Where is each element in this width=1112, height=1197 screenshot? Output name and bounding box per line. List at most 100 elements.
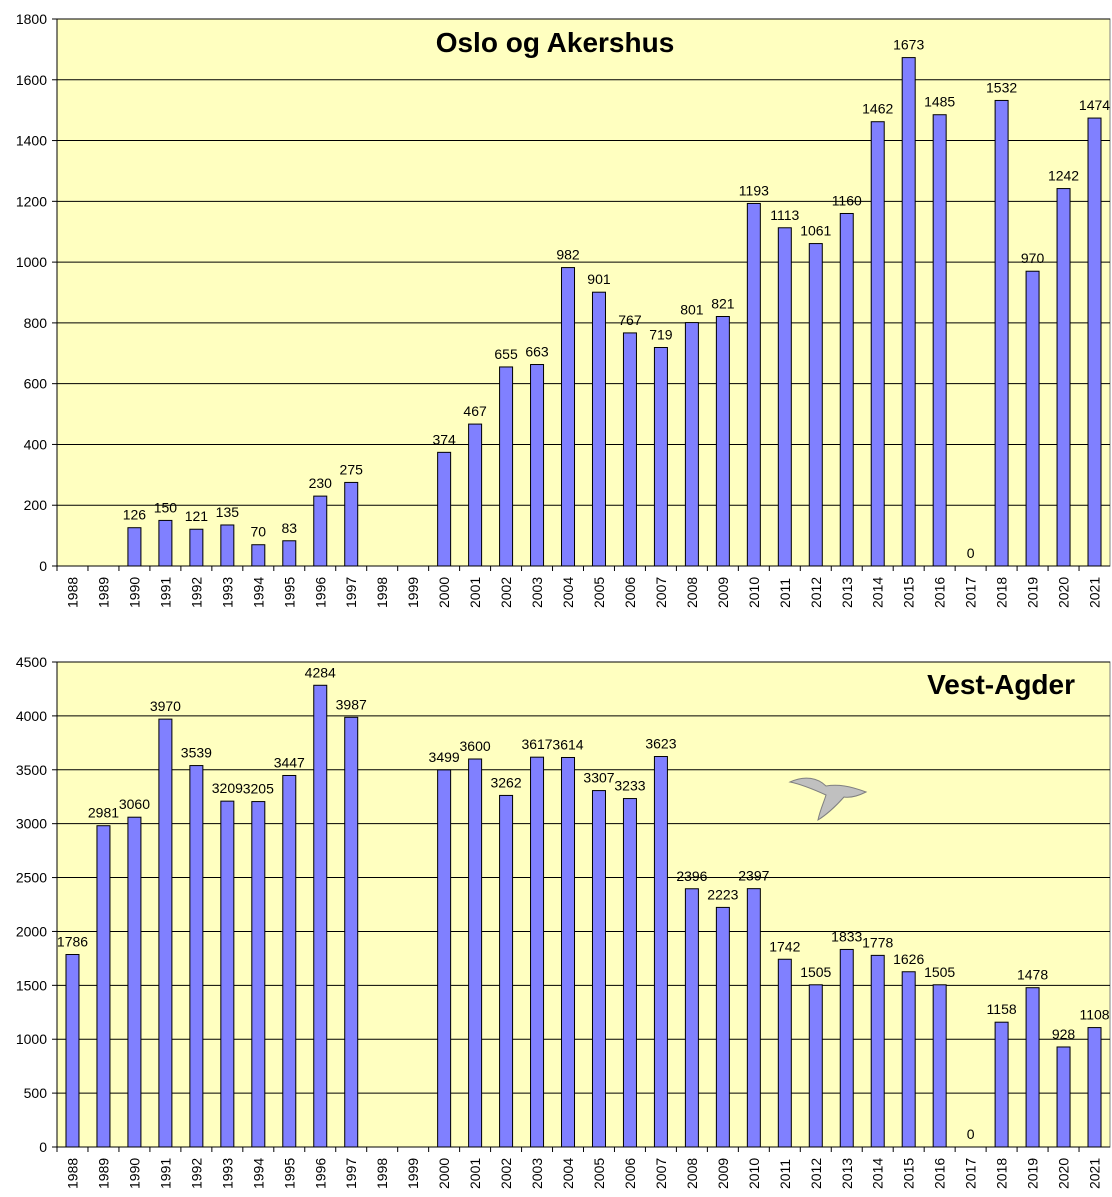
data-label: 1626 [893,951,924,967]
data-label: 1160 [832,192,862,208]
bar [622,332,637,567]
data-label: 3209 [212,780,243,796]
x-tick-label: 1999 [405,1158,421,1189]
x-tick-label: 2010 [746,577,762,608]
data-label: 2396 [676,868,707,884]
data-label: 1485 [924,94,955,110]
x-tick-label: 2000 [436,1158,452,1189]
y-tick-label: 1400 [16,133,47,149]
data-label: 2223 [707,886,738,902]
x-tick-label: 2020 [1056,1158,1072,1189]
x-tick-label: 2019 [1025,1158,1041,1189]
x-tick-label: 2003 [529,1158,545,1189]
bar [282,774,297,1148]
bar [561,756,576,1148]
y-tick-label: 2000 [16,923,47,939]
data-label: 275 [340,461,364,477]
data-label: 121 [185,508,209,524]
data-label: 821 [711,296,735,312]
data-label: 3060 [119,796,150,812]
x-tick-label: 2011 [777,578,793,608]
x-tick-label: 1992 [188,577,204,608]
x-tick-label: 1998 [374,1158,390,1189]
data-label: 3499 [429,749,460,765]
bar [499,794,514,1148]
data-label: 1505 [924,964,955,980]
x-tick-label: 1994 [250,577,266,608]
bar [870,954,885,1148]
data-label: 1193 [739,182,769,198]
bar [561,267,576,567]
x-tick-label: 2015 [901,1158,917,1189]
bar [127,816,142,1148]
y-tick-label: 200 [24,497,48,513]
bar [591,291,606,567]
data-label: 1742 [769,938,800,954]
bar [932,984,947,1148]
data-label: 3307 [583,770,614,786]
x-tick-label: 2000 [436,577,452,608]
y-tick-label: 3500 [16,762,47,778]
x-tick-label: 2013 [839,1158,855,1189]
bar [1087,117,1102,567]
x-tick-label: 1997 [343,577,359,608]
data-label: 1108 [1079,1007,1109,1023]
data-label: 0 [967,545,975,561]
bar [499,366,514,567]
data-label: 1478 [1017,967,1048,983]
bar [1025,270,1040,567]
x-tick-label: 2014 [870,577,886,608]
y-tick-label: 2500 [16,870,47,886]
bar [994,1021,1009,1148]
x-tick-label: 1989 [95,1158,111,1189]
bar [901,57,916,567]
bar [839,212,854,567]
bar [901,971,916,1148]
x-tick-label: 1997 [343,1158,359,1189]
data-label: 3600 [460,738,491,754]
bar [777,958,792,1148]
bar [189,528,204,567]
bird-icon [788,777,868,822]
x-tick-label: 1988 [64,1158,80,1189]
bar [127,527,142,567]
x-tick-label: 2008 [684,1158,700,1189]
data-label: 3447 [274,754,305,770]
y-tick-label: 1200 [16,193,47,209]
data-label: 901 [587,271,611,287]
y-tick-label: 0 [39,1139,47,1155]
data-label: 1673 [893,37,924,53]
x-tick-label: 2001 [467,1158,483,1189]
bar [746,888,761,1148]
chart-title: Oslo og Akershus [436,27,675,58]
x-tick-label: 1990 [126,577,142,608]
data-label: 374 [432,431,456,447]
data-label: 83 [281,520,297,536]
data-label: 970 [1021,250,1045,266]
y-tick-label: 1600 [16,72,47,88]
data-label: 1474 [1079,97,1110,113]
y-tick-label: 0 [39,558,47,574]
data-label: 3233 [614,778,645,794]
bar [777,227,792,567]
x-tick-label: 2021 [1087,1158,1103,1189]
bar [684,888,699,1148]
data-label: 3987 [336,696,367,712]
x-tick-label: 2004 [560,1158,576,1189]
bar [530,364,545,567]
data-label: 3623 [645,736,676,752]
plot-area [56,661,1111,1148]
x-tick-label: 1996 [312,577,328,608]
bar [437,769,452,1148]
bar [994,99,1009,567]
bar [158,718,173,1148]
bar [344,481,359,567]
bar [313,495,328,567]
bar [96,825,111,1148]
x-tick-label: 1999 [405,577,421,608]
x-tick-label: 2018 [994,1158,1010,1189]
x-tick-label: 2003 [529,577,545,608]
data-label: 4284 [305,664,336,680]
y-tick-label: 4500 [16,654,47,670]
data-label: 719 [649,327,673,343]
